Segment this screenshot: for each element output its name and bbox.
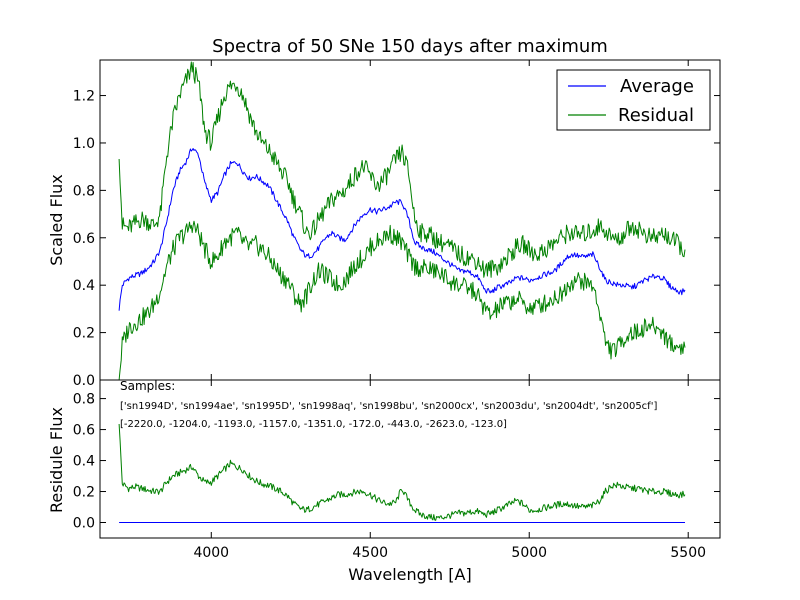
x-tick-label: 4500 xyxy=(352,545,388,561)
samples-annotation-names: ['sn1994D', 'sn1994ae', 'sn1995D', 'sn19… xyxy=(120,401,657,412)
bottom-y-tick-label: 0.8 xyxy=(73,392,95,408)
bottom-y-axis-label: Residule Flux xyxy=(47,407,66,513)
x-tick-label: 5000 xyxy=(511,545,547,561)
bottom-plot-background xyxy=(100,380,720,538)
bottom-y-tick-label: 0.2 xyxy=(73,485,95,501)
bottom-plot-area: 0.0 0.2 0.4 0.6 0.8 4000 4500 5000 5500 Samples… xyxy=(47,60,721,584)
legend-box xyxy=(556,69,711,131)
legend-average-label: Average xyxy=(620,76,694,97)
top-y-tick-label: 0.0 xyxy=(73,373,95,389)
bottom-x-ticks: 4000 4500 5000 5500 xyxy=(193,60,706,561)
bottom-y-tick-label: 0.4 xyxy=(73,454,95,470)
top-series-2-line xyxy=(118,220,686,381)
top-series-group xyxy=(118,61,686,381)
top-y-tick-label: 1.0 xyxy=(73,136,95,152)
legend-residual-label: Residual xyxy=(618,105,694,126)
samples-annotation-label: Samples: xyxy=(120,379,175,393)
legend: Average Residual xyxy=(556,69,711,131)
x-axis-label: Wavelength [A] xyxy=(348,565,471,584)
x-tick-label: 4000 xyxy=(193,545,229,561)
top-plot-area: 0.0 0.2 0.4 0.6 0.8 1.0 1.2 Scaled Flux Averag… xyxy=(47,59,721,389)
bottom-series-group xyxy=(118,423,686,523)
top-y-tick-label: 0.6 xyxy=(73,231,95,247)
top-residual-line xyxy=(118,61,686,278)
chart-title: Spectra of 50 SNe 150 days after maximum xyxy=(212,36,608,57)
bottom-plot-frame xyxy=(99,379,721,539)
bottom-y-tick-label: 0.6 xyxy=(73,423,95,439)
samples-annotation-values: [-2220.0, -1204.0, -1193.0, -1157.0, -13… xyxy=(120,419,507,430)
bottom-y-tick-label: 0.0 xyxy=(73,516,95,532)
top-y-tick-label: 1.2 xyxy=(73,89,95,105)
bottom-y-ticks: 0.0 0.2 0.4 0.6 0.8 xyxy=(73,392,720,532)
top-y-tick-label: 0.2 xyxy=(73,326,95,342)
top-average-line xyxy=(118,148,686,311)
top-y-axis-label: Scaled Flux xyxy=(47,174,66,266)
top-y-tick-label: 0.8 xyxy=(73,183,95,199)
top-y-tick-label: 0.4 xyxy=(73,278,95,294)
bottom-series-0-line xyxy=(118,423,686,521)
top-y-ticks: 0.0 0.2 0.4 0.6 0.8 1.0 1.2 xyxy=(73,89,720,389)
x-tick-label: 5500 xyxy=(670,545,706,561)
